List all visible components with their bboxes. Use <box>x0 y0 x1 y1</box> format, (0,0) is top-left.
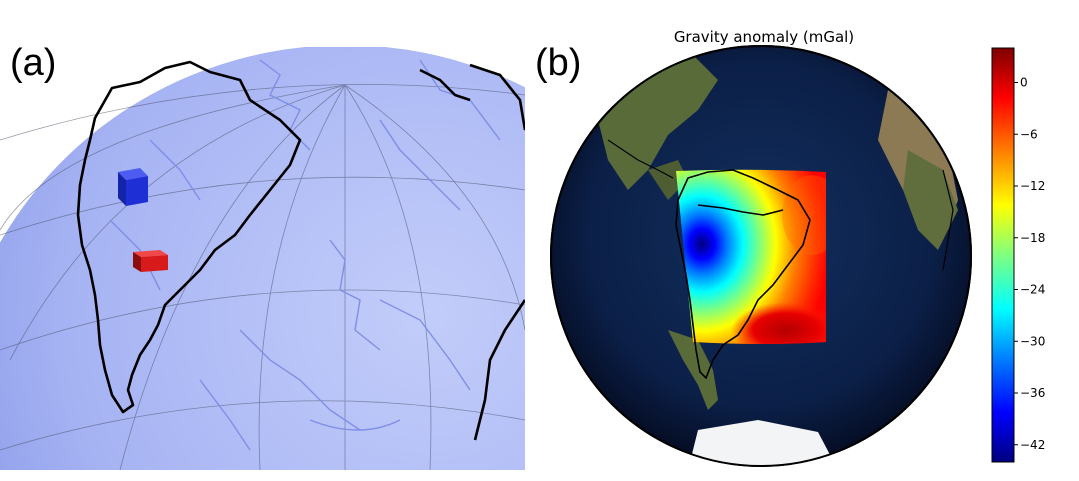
globe-icon <box>0 47 525 470</box>
globe-3d-view <box>0 47 525 470</box>
coast-africa <box>469 63 525 131</box>
colorbar-tick-label: −42 <box>1020 438 1045 452</box>
coast-africa <box>942 169 954 271</box>
panel-label-b: (b) <box>535 42 582 84</box>
panel-label-a: (a) <box>10 42 57 84</box>
colorbar-tick-label: −30 <box>1020 334 1045 348</box>
colorbar-gradient <box>991 47 1015 463</box>
coast-south-america <box>76 60 302 414</box>
colorbar-tick-label: −6 <box>1020 127 1038 141</box>
colorbar-tick-label: −18 <box>1020 231 1045 245</box>
gravity-map-title: Gravity anomaly (mGal) <box>673 28 855 46</box>
blue-prism-icon <box>118 168 148 206</box>
colorbar-tick-label: −12 <box>1020 179 1045 193</box>
gravity-anomaly-map <box>550 45 972 467</box>
colorbar-tick-label: −36 <box>1020 386 1045 400</box>
graticule <box>0 83 525 470</box>
red-prism-icon <box>133 250 168 272</box>
coast-africa-south <box>473 299 525 441</box>
river-amazon <box>697 204 784 216</box>
colorbar-tick-label: −24 <box>1020 283 1045 297</box>
coast-south-america <box>675 169 811 380</box>
colorbar: 0 −6 −12 −18 −24 −30 −36 −42 <box>991 47 1045 463</box>
coast-central-america <box>607 139 674 179</box>
coastlines <box>76 60 525 441</box>
coast-north-america <box>419 68 471 102</box>
colorbar-tick-label: 0 <box>1020 76 1028 90</box>
colorbar-ticks: 0 −6 −12 −18 −24 −30 −36 −42 <box>1014 76 1045 452</box>
